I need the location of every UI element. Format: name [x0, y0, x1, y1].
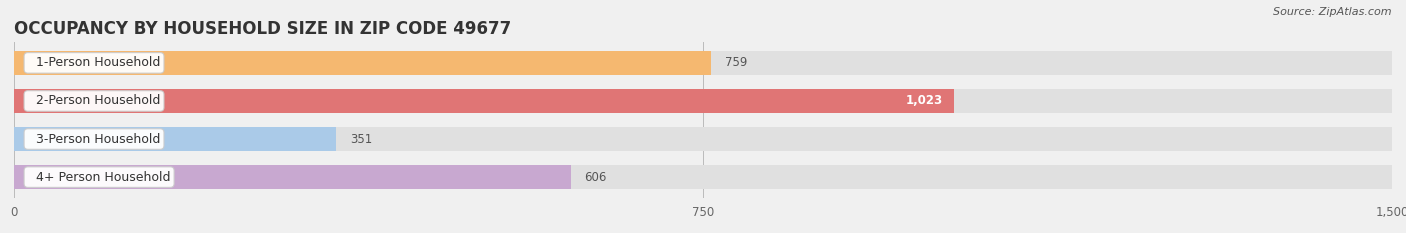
Bar	[14, 127, 336, 151]
Bar	[14, 51, 711, 75]
Bar	[14, 165, 1392, 189]
Bar	[14, 51, 1392, 75]
Text: 2-Person Household: 2-Person Household	[28, 94, 160, 107]
Text: 3-Person Household: 3-Person Household	[28, 133, 160, 146]
Text: 1,023: 1,023	[905, 94, 943, 107]
Bar	[14, 165, 571, 189]
Bar	[14, 89, 953, 113]
Text: 4+ Person Household: 4+ Person Household	[28, 171, 170, 184]
Bar	[14, 127, 1392, 151]
Text: 351: 351	[350, 133, 373, 146]
Text: 759: 759	[725, 56, 748, 69]
Text: 1-Person Household: 1-Person Household	[28, 56, 160, 69]
Text: OCCUPANCY BY HOUSEHOLD SIZE IN ZIP CODE 49677: OCCUPANCY BY HOUSEHOLD SIZE IN ZIP CODE …	[14, 20, 512, 38]
Text: 606: 606	[585, 171, 607, 184]
Text: Source: ZipAtlas.com: Source: ZipAtlas.com	[1274, 7, 1392, 17]
Bar	[14, 89, 1392, 113]
